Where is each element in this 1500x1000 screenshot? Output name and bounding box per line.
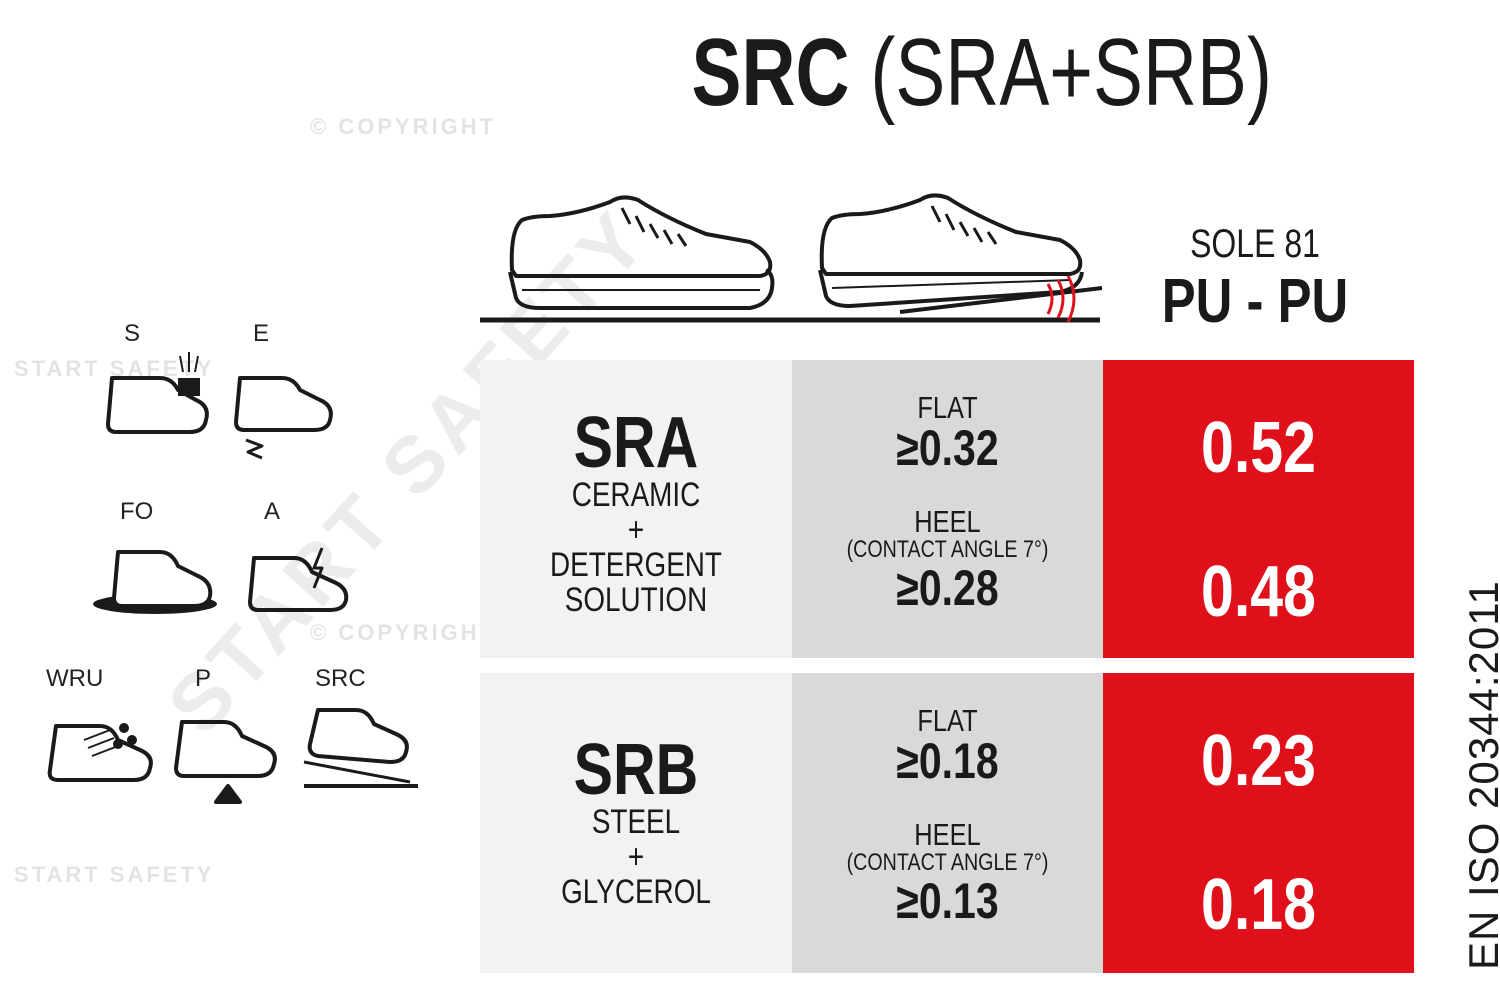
title-rest: (SRA+SRB) [849,19,1272,126]
shoes-illustration [480,193,1103,323]
shoe-heel-icon [818,193,1103,314]
page-title: SRC (SRA+SRB) [691,18,1272,128]
watermark-copyright: © COPYRIGHT [310,114,497,139]
sole-material: PU - PU [1161,267,1349,336]
srb-surface-3: GLYCEROL [561,873,711,911]
sra-flat-threshold: ≥0.32 [896,420,999,476]
sra-heel-sub: (CONTACT ANGLE 7°) [846,536,1049,563]
sra-threshold-cell: FLAT ≥0.32 HEEL (CONTACT ANGLE 7°) ≥0.28 [792,360,1103,658]
srb-flat-label: FLAT [917,703,978,738]
sra-heel-threshold: ≥0.28 [896,560,999,616]
srb-result-cell: 0.23 0.18 [1103,673,1414,973]
sra-result-cell: 0.52 0.48 [1103,360,1414,658]
sra-surface-1: CERAMIC [571,476,701,514]
icon-label-e: E [253,320,270,347]
sole-name: SOLE 81 [1190,222,1320,266]
shoe-energy-absorption-icon [234,376,333,460]
icons-svg [47,352,418,804]
watermark-copyright: © COPYRIGHT [310,620,497,645]
srb-surface-cell: SRB STEEL + GLYCEROL [480,673,792,973]
srb-heel-threshold: ≥0.13 [896,873,999,929]
srb-threshold-cell: FLAT ≥0.18 HEEL (CONTACT ANGLE 7°) ≥0.13 [792,673,1103,973]
sra-surface-2: + [627,511,645,549]
sra-flat-result: 0.52 [1201,408,1316,488]
srb-flat-result: 0.23 [1201,721,1316,801]
icon-label-s: S [124,320,141,347]
shoe-puncture-resistant-icon [174,720,277,804]
sra-code: SRA [573,403,699,483]
srb-heel-sub: (CONTACT ANGLE 7°) [846,849,1049,876]
shoe-water-resistant-icon [47,723,153,782]
title-bold: SRC [691,19,850,126]
srb-code: SRB [573,730,699,810]
watermark-brand: START SAFETY [14,862,215,887]
srb-flat-threshold: ≥0.18 [896,733,999,789]
srb-heel-result: 0.18 [1201,865,1316,945]
sra-surface-3: DETERGENT [550,546,722,584]
shoe-flat-icon [508,195,775,310]
shoe-weight-icon [106,352,209,434]
shoe-antistatic-icon [248,547,349,612]
sra-heel-label: HEEL [914,504,981,539]
shoe-oil-resistant-icon [93,550,217,614]
sra-surface-4: SOLUTION [564,581,708,619]
srb-surface-1: STEEL [591,803,681,841]
srb-surface-2: + [627,838,645,876]
standard-label: EN ISO 20344:2011 [1460,580,1500,970]
icon-label-a: A [264,498,281,525]
icon-label-wru: WRU [46,665,104,692]
icon-label-src: SRC [315,665,366,692]
srb-heel-label: HEEL [914,817,981,852]
sra-flat-label: FLAT [917,390,978,425]
icon-label-fo: FO [120,498,154,525]
shoe-slip-resistant-icon [303,708,418,788]
sra-heel-result: 0.48 [1201,552,1316,632]
icon-label-p: P [195,665,212,692]
sra-surface-cell: SRA CERAMIC + DETERGENT SOLUTION [480,360,792,658]
